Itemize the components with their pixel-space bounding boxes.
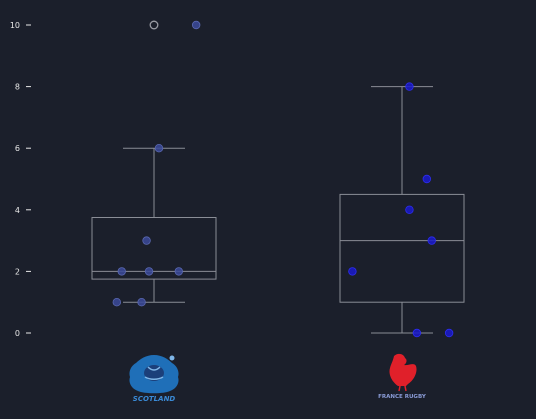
- data-point-france: [405, 205, 414, 214]
- outlier-marker: [149, 20, 159, 30]
- data-point-france: [405, 82, 414, 91]
- y-tick-label: 4: [15, 206, 20, 215]
- france-rugby-logo: FRANCE RUGBY: [378, 353, 427, 400]
- data-point-france: [412, 328, 422, 338]
- iqr-box: [339, 193, 465, 303]
- y-tick-label: 10: [10, 21, 20, 30]
- data-point-scotland: [144, 267, 154, 276]
- y-tick-label: 2: [15, 267, 20, 276]
- data-point-scotland: [137, 298, 146, 307]
- data-points: [112, 20, 454, 338]
- y-tick-label: 6: [15, 144, 20, 153]
- scotland-logo: SCOTLAND: [129, 355, 179, 403]
- data-point-france: [444, 328, 454, 338]
- data-point-france: [348, 267, 357, 276]
- data-point-france: [422, 174, 431, 184]
- box-france: [339, 86, 465, 334]
- iqr-box: [91, 217, 217, 280]
- data-point-scotland: [174, 267, 183, 276]
- box-scotland: [91, 20, 217, 303]
- data-point-scotland: [191, 20, 201, 30]
- data-point-scotland: [154, 143, 164, 153]
- boxes: [91, 20, 465, 334]
- scotland-logo-text: SCOTLAND: [133, 395, 176, 403]
- data-point-scotland: [117, 267, 126, 276]
- y-axis: 0 2 4 6 8 10: [10, 21, 31, 338]
- y-tick-label: 0: [15, 329, 20, 338]
- data-point-france: [427, 236, 436, 245]
- y-tick-label: 8: [15, 83, 20, 92]
- data-point-scotland: [142, 236, 151, 245]
- data-point-scotland: [112, 298, 121, 307]
- france-rugby-logo-text: FRANCE RUGBY: [378, 394, 427, 400]
